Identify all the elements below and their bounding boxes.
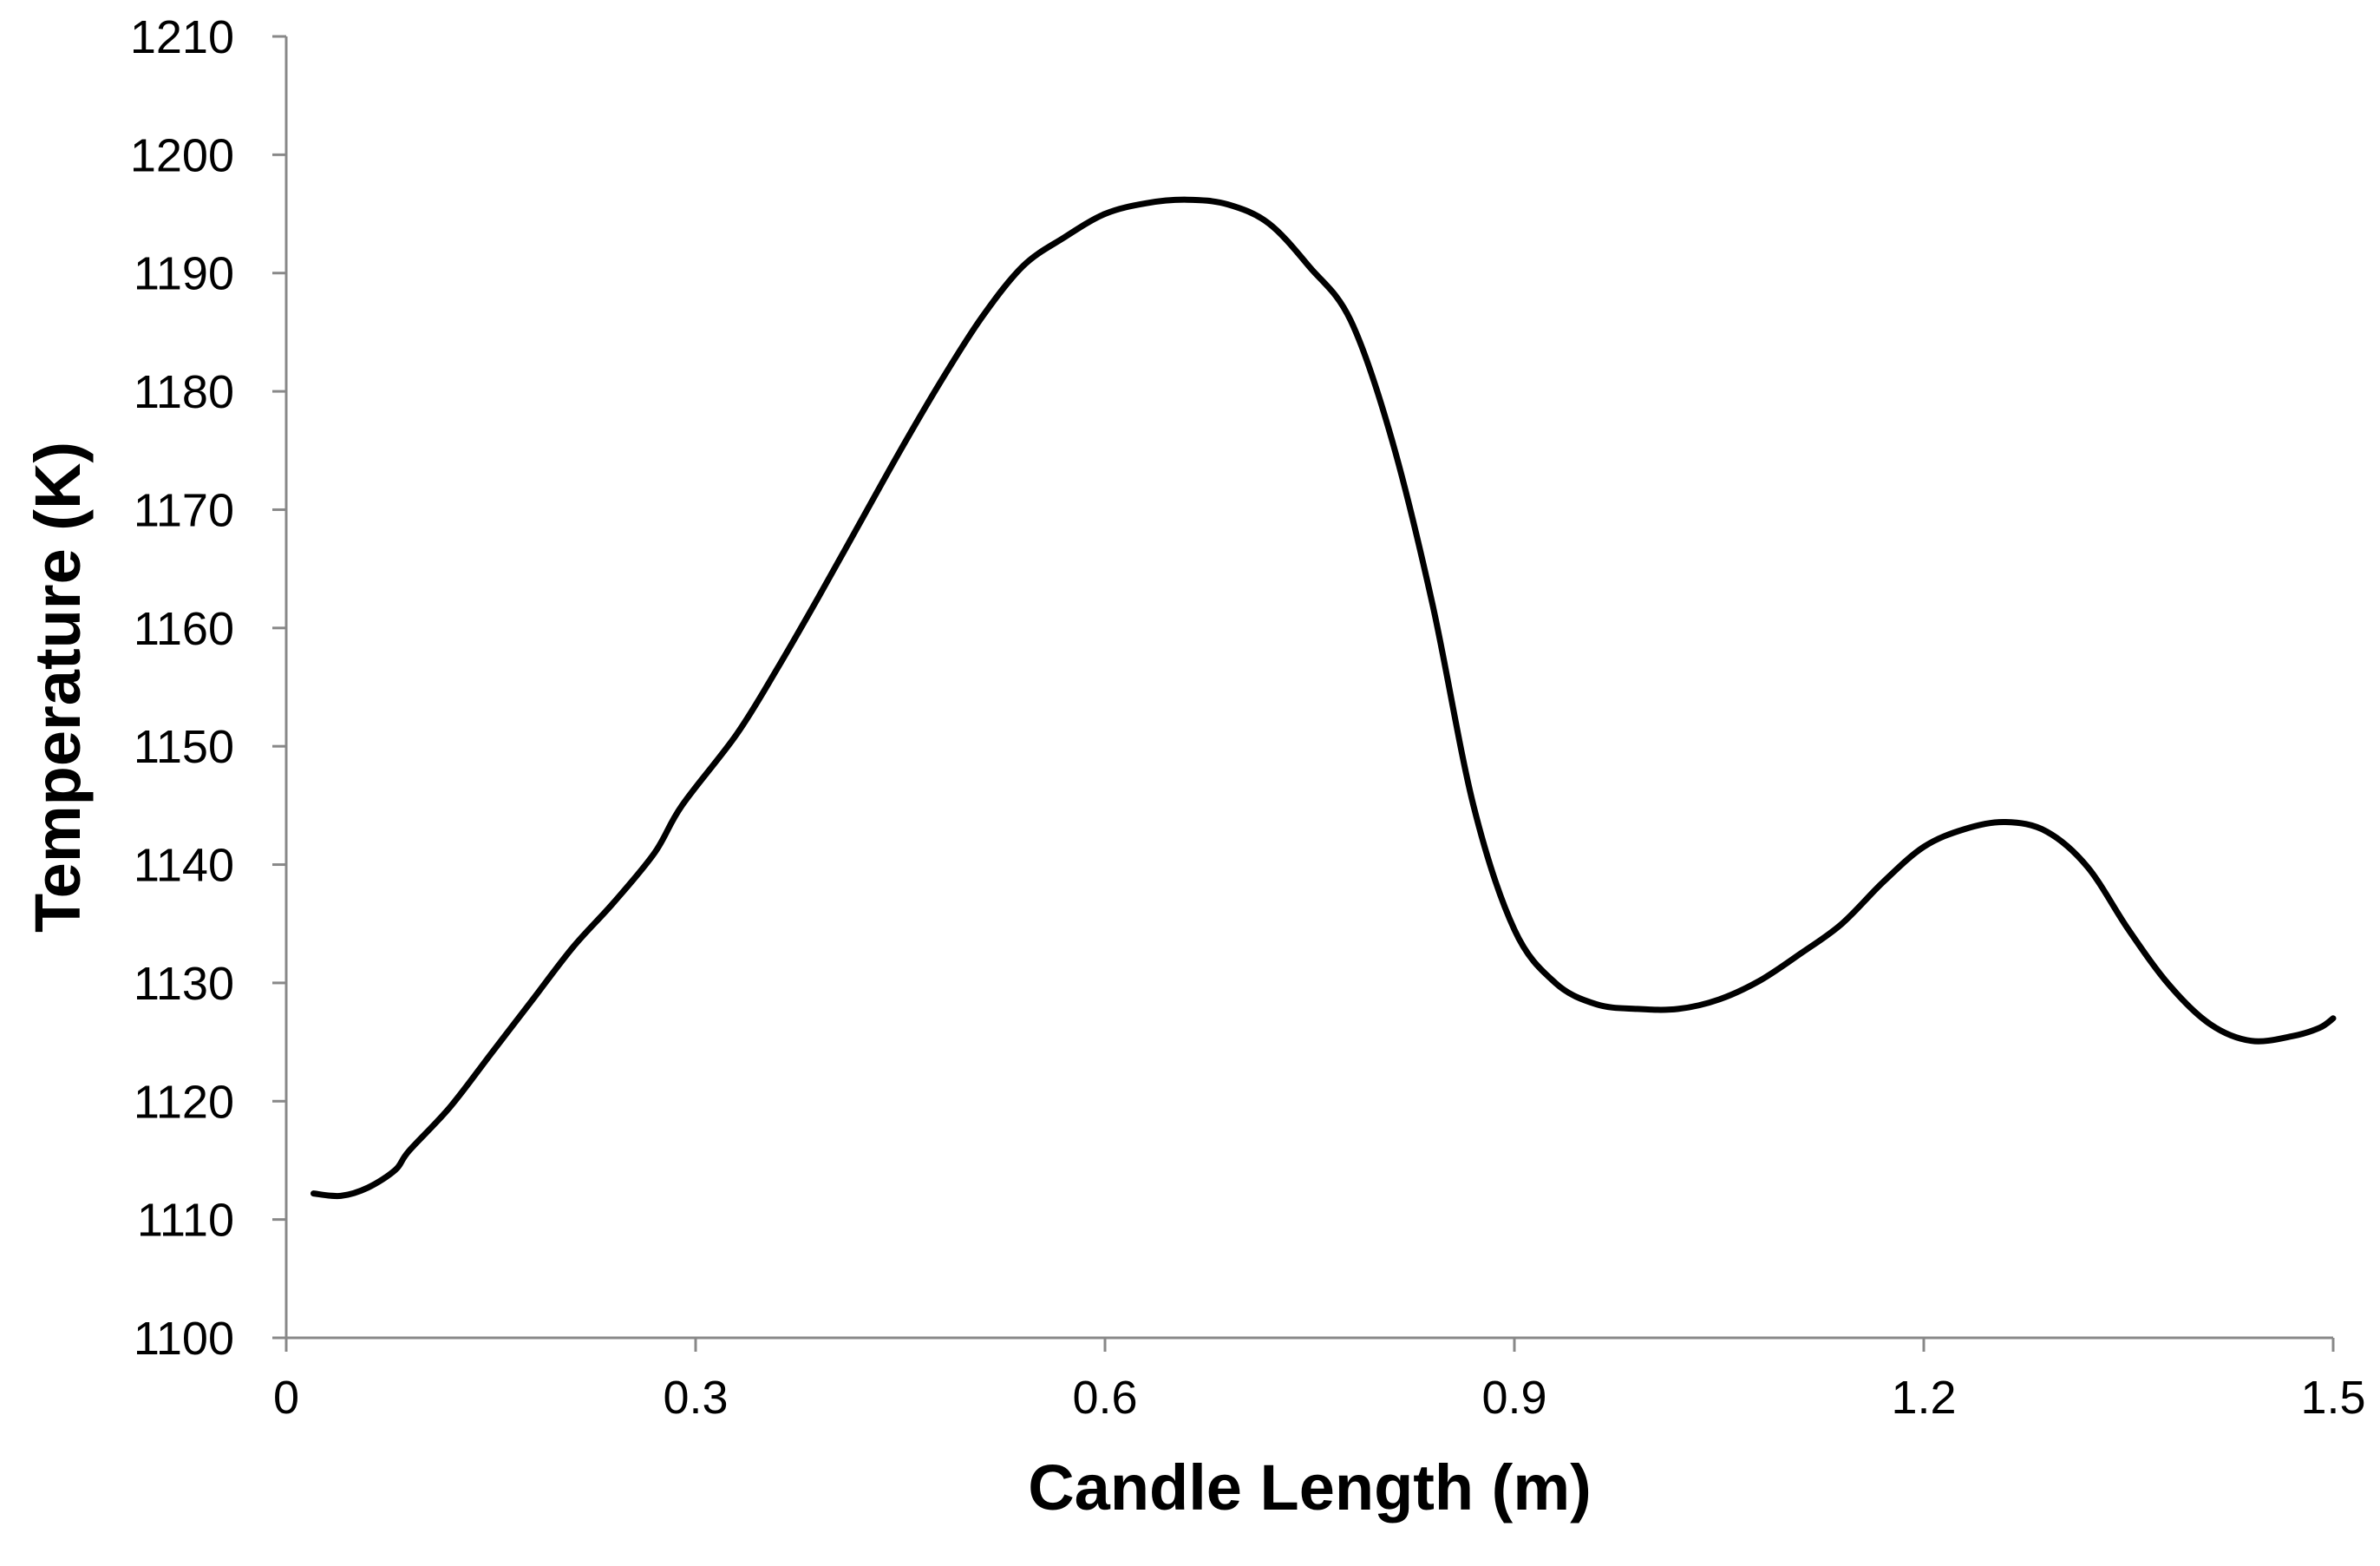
x-tick-label: 0.6 — [1072, 1372, 1137, 1424]
y-tick-label: 1160 — [134, 603, 234, 655]
x-tick-label: 0.9 — [1481, 1372, 1546, 1424]
x-axis-ticks: 0 0.3 0.6 0.9 1.2 1.5 — [273, 1338, 2366, 1424]
x-tick-label: 1.2 — [1891, 1372, 1956, 1424]
x-tick-label: 0 — [273, 1372, 299, 1424]
temperature-series-line — [311, 196, 2337, 1200]
y-tick-label: 1140 — [134, 840, 234, 892]
y-tick-label: 1110 — [137, 1195, 234, 1247]
y-tick-label: 1190 — [134, 248, 234, 300]
y-tick-label: 1180 — [134, 366, 234, 418]
y-tick-label: 1130 — [134, 958, 234, 1010]
x-tick-label: 1.5 — [2300, 1372, 2365, 1424]
y-tick-label: 1200 — [130, 129, 234, 181]
y-tick-label: 1210 — [130, 11, 234, 63]
y-axis-ticks: 1100 1110 1120 1130 1140 1150 1160 1170 1180 1190… — [130, 11, 286, 1365]
y-axis-title: Temperature (K) — [22, 442, 94, 933]
y-tick-label: 1100 — [134, 1313, 234, 1365]
y-tick-label: 1150 — [134, 721, 234, 773]
x-tick-label: 0.3 — [663, 1372, 728, 1424]
y-tick-label: 1170 — [134, 484, 234, 536]
series-layer — [311, 196, 2337, 1200]
x-axis-title: Candle Length (m) — [1028, 1451, 1592, 1523]
y-tick-label: 1120 — [134, 1076, 234, 1128]
